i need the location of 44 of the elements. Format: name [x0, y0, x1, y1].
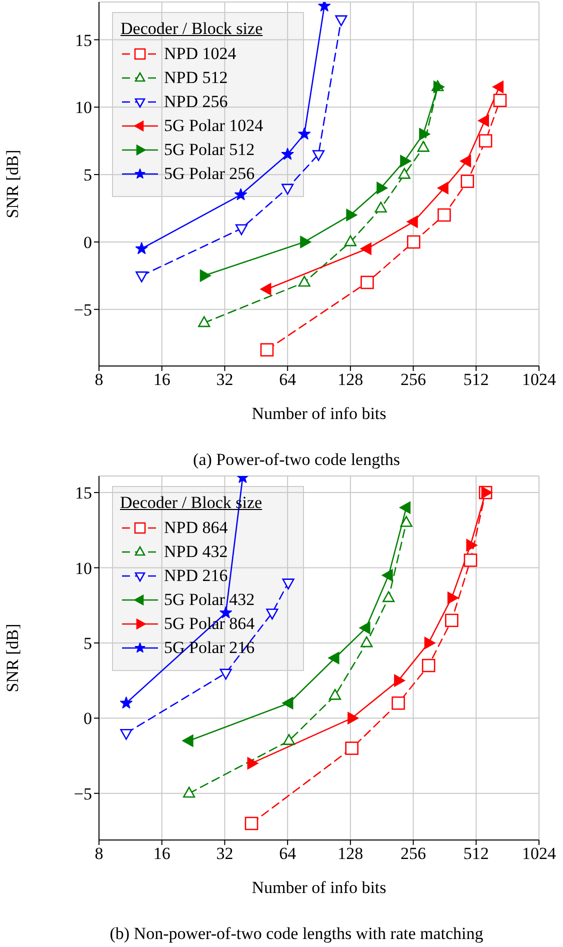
x-tick-label: 1024 — [522, 370, 556, 390]
y-axis-title: SNR [dB] — [3, 624, 22, 692]
x-tick-label: 16 — [153, 370, 170, 390]
legend-label: 5G Polar 216 — [164, 638, 255, 658]
y-tick-label: 10 — [75, 558, 92, 578]
x-axis-title: Number of info bits — [252, 404, 386, 423]
legend-label: 5G Polar 1024 — [164, 116, 264, 136]
x-tick-label: 512 — [463, 370, 489, 390]
x-tick-label: 256 — [400, 370, 426, 390]
x-tick-label: 512 — [463, 844, 489, 864]
legend-label: NPD 1024 — [164, 44, 236, 64]
legend-label: NPD 216 — [164, 566, 228, 586]
x-tick-label: 256 — [400, 844, 426, 864]
legend-label: NPD 864 — [164, 518, 228, 538]
y-tick-label: 15 — [75, 30, 92, 50]
legend-title: Decoder / Block size — [120, 18, 264, 40]
y-tick-label: 10 — [75, 98, 92, 118]
text: (b) Non-power-of-two code lengths with rate matching — [108, 923, 484, 945]
y-axis-title: SNR [dB] — [3, 150, 22, 218]
y-tick-label: −5 — [74, 784, 92, 804]
x-tick-label: 1024 — [522, 844, 556, 864]
x-tick-label: 64 — [279, 370, 297, 390]
x-tick-label: 8 — [94, 370, 104, 390]
x-tick-label: 8 — [94, 844, 104, 864]
legend-label: 5G Polar 432 — [164, 590, 255, 610]
legend-label: 5G Polar 512 — [164, 140, 255, 160]
x-axis-title: Number of info bits — [252, 878, 386, 897]
x-tick-label: 128 — [338, 370, 364, 390]
x-tick-label: 32 — [216, 370, 234, 390]
y-tick-label: 5 — [84, 634, 92, 653]
y-tick-label: −5 — [74, 300, 92, 320]
x-tick-label: 64 — [279, 844, 297, 864]
x-tick-label: 32 — [216, 844, 234, 864]
y-tick-label: 0 — [84, 709, 92, 728]
y-tick-label: 15 — [75, 484, 92, 503]
x-tick-label: 16 — [153, 844, 170, 864]
legend-label: NPD 432 — [164, 542, 228, 562]
y-tick-label: 5 — [84, 166, 92, 185]
y-tick-label: 0 — [84, 233, 92, 252]
legend-label: NPD 256 — [164, 92, 228, 112]
text: (a) Power-of-two code lengths — [192, 449, 401, 471]
legend-label: 5G Polar 256 — [164, 164, 255, 184]
legend-label: NPD 512 — [164, 68, 228, 88]
x-tick-label: 128 — [338, 844, 364, 864]
